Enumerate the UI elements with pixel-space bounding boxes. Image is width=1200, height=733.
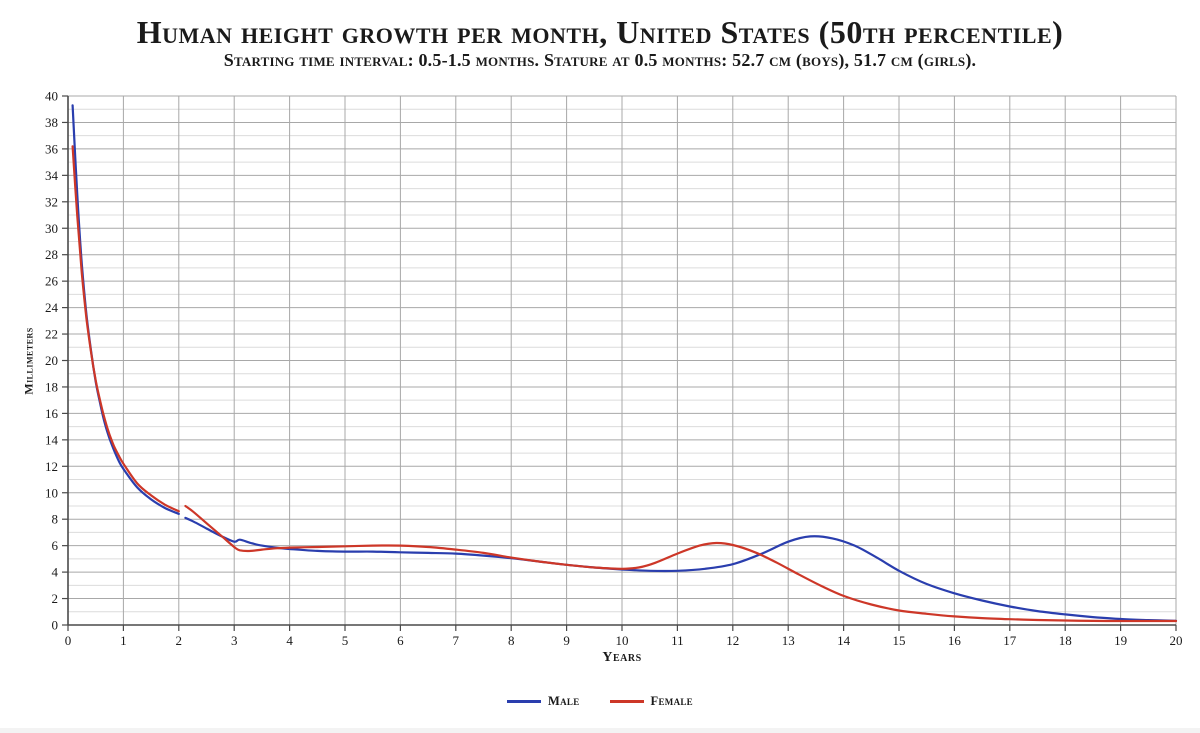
- male-line-swatch: [507, 700, 542, 703]
- x-axis-title: Years: [602, 650, 642, 665]
- y-tick-label: 26: [45, 274, 59, 289]
- x-tick-label: 20: [1170, 633, 1183, 648]
- legend-item-female: Female: [609, 694, 693, 709]
- x-tick-label: 18: [1059, 633, 1072, 648]
- x-tick-label: 5: [342, 633, 349, 648]
- y-tick-label: 28: [45, 247, 58, 262]
- y-tick-label: 38: [45, 115, 58, 130]
- y-tick-label: 10: [45, 485, 58, 500]
- legend-label-female: Female: [650, 694, 693, 708]
- y-tick-label: 2: [52, 591, 59, 606]
- y-tick-label: 0: [52, 618, 59, 633]
- x-tick-label: 3: [231, 633, 238, 648]
- x-tick-label: 16: [948, 633, 962, 648]
- female-line-swatch: [609, 700, 644, 703]
- x-tick-label: 14: [837, 633, 851, 648]
- legend-item-male: Male: [507, 694, 580, 709]
- y-tick-label: 34: [45, 168, 59, 183]
- x-tick-label: 11: [671, 633, 684, 648]
- x-tick-label: 6: [397, 633, 404, 648]
- x-tick-label: 17: [1003, 633, 1017, 648]
- y-axis-title: Millimeters: [21, 327, 36, 395]
- chart-title: Human height growth per month, United St…: [136, 14, 1064, 50]
- female-series-line: [71, 145, 180, 513]
- x-tick-label: 1: [120, 633, 127, 648]
- x-tick-label: 4: [286, 633, 293, 648]
- y-tick-label: 24: [45, 300, 59, 315]
- x-tick-label: 15: [893, 633, 906, 648]
- y-tick-label: 20: [45, 353, 58, 368]
- x-tick-label: 8: [508, 633, 515, 648]
- bottom-edge-strip: [0, 728, 1200, 733]
- y-tick-label: 4: [52, 565, 59, 580]
- x-tick-label: 10: [616, 633, 629, 648]
- y-tick-label: 40: [45, 89, 58, 104]
- y-tick-label: 30: [45, 221, 58, 236]
- legend-label-male: Male: [548, 694, 580, 708]
- x-tick-label: 9: [563, 633, 570, 648]
- x-tick-label: 2: [176, 633, 183, 648]
- x-tick-label: 19: [1114, 633, 1127, 648]
- x-tick-label: 7: [453, 633, 460, 648]
- y-tick-label: 32: [45, 194, 58, 209]
- y-tick-label: 12: [45, 459, 58, 474]
- x-tick-label: 0: [65, 633, 72, 648]
- legend: Male Female: [0, 694, 1200, 709]
- y-tick-label: 18: [45, 379, 58, 394]
- y-tick-label: 6: [52, 538, 59, 553]
- y-tick-label: 16: [45, 406, 59, 421]
- y-tick-label: 36: [45, 141, 59, 156]
- chart-subtitle: Starting time interval: 0.5-1.5 months. …: [223, 50, 977, 70]
- x-tick-label: 13: [782, 633, 795, 648]
- female-series-line: [184, 504, 1178, 623]
- x-tick-label: 12: [726, 633, 739, 648]
- y-tick-label: 14: [45, 432, 59, 447]
- y-tick-label: 8: [52, 512, 59, 527]
- y-tick-label: 22: [45, 327, 58, 342]
- male-series-line: [184, 516, 1178, 622]
